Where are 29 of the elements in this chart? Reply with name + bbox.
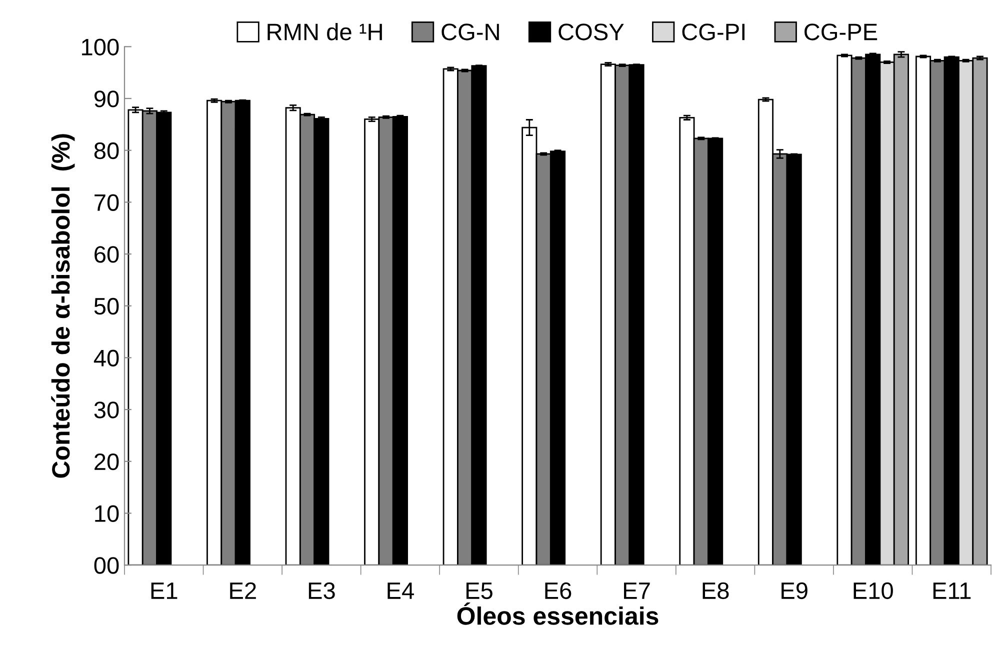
y-tick-label: 40 xyxy=(94,350,119,366)
legend-label: RMN de ¹H xyxy=(268,22,382,40)
y-tick-label: 80 xyxy=(94,142,119,160)
x-tick-label: E6 xyxy=(545,582,572,600)
x-tick-label: E3 xyxy=(308,582,335,600)
x-tick-label: E8 xyxy=(702,582,729,600)
y-tick-label: 10 xyxy=(95,505,119,522)
x-tick-label: E10 xyxy=(854,582,893,600)
y-tick-label: 30 xyxy=(94,402,119,418)
y-axis-title: Conteúdo de α-bisabolol (%) xyxy=(51,134,75,478)
x-tick-label: E4 xyxy=(388,582,414,599)
y-tick-label: 20 xyxy=(94,453,119,470)
legend-label: CG-PE xyxy=(804,24,878,40)
x-tick-label: E1 xyxy=(151,582,178,599)
y-tick-label: 60 xyxy=(94,246,119,263)
x-tick-label: E9 xyxy=(782,582,808,600)
y-tick-label: 50 xyxy=(94,298,119,315)
y-tick-label: 100 xyxy=(82,38,119,56)
x-axis-title: Óleos essenciais xyxy=(457,602,658,625)
y-tick-label: 70 xyxy=(94,194,119,211)
x-tick-label: E11 xyxy=(933,582,971,599)
legend-label: CG-PI xyxy=(682,24,744,40)
x-tick-label: E2 xyxy=(230,582,256,599)
legend-label: COSY xyxy=(558,24,624,40)
x-tick-label: E5 xyxy=(466,582,492,600)
y-tick-label: 90 xyxy=(94,90,119,108)
y-tick-label: 00 xyxy=(94,557,119,574)
x-tick-label: E7 xyxy=(624,582,650,599)
legend-label: CG-N xyxy=(442,24,499,40)
